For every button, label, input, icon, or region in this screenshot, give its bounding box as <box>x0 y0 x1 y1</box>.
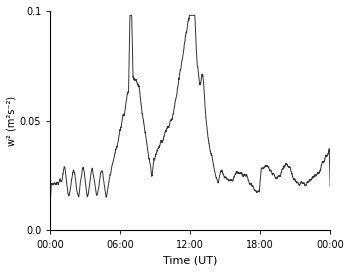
Y-axis label: w² (m²s⁻²): w² (m²s⁻²) <box>7 96 17 146</box>
X-axis label: Time (UT): Time (UT) <box>163 255 217 265</box>
